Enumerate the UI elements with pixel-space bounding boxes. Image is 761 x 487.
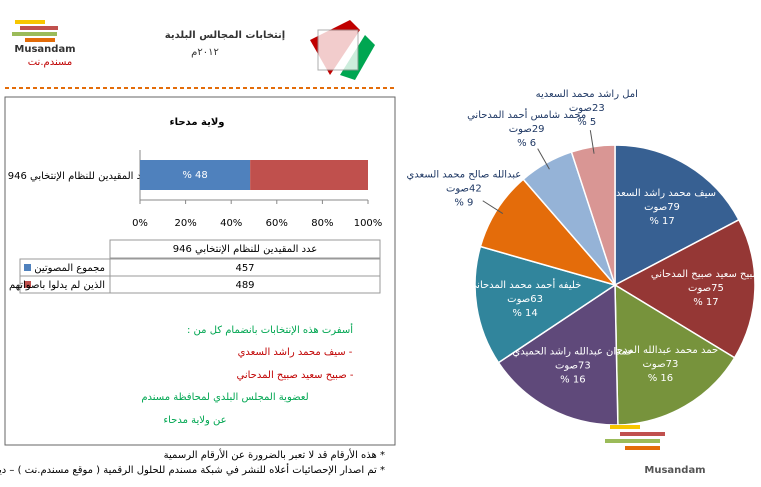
leader-line — [537, 148, 550, 170]
header-title: إنتخابات المجالس البلدية — [165, 30, 285, 41]
slice-votes: 29صوت — [509, 124, 545, 135]
pie-slice — [497, 283, 619, 426]
slice-votes: 73صوت — [555, 361, 591, 372]
leader-line — [589, 130, 595, 154]
slice-name: حمد محمد عبدالله المدحاني — [603, 345, 719, 356]
slice-percent: % 14 — [512, 308, 537, 319]
results-outro: عن ولاية مدحاء — [163, 415, 226, 426]
winner: - سيف محمد راشد السعدي — [238, 347, 353, 358]
x-tick-label: 40% — [220, 218, 242, 229]
slice-name: سيف محمد راشد السعدي — [608, 188, 716, 199]
logo-text: Musandam — [14, 44, 75, 55]
slice-votes: 73صوت — [643, 359, 679, 370]
footnote: * هذه الأرقام قد لا تعبر بالضرورة عن الأ… — [164, 448, 385, 461]
table-cell — [109, 275, 381, 294]
footnote: * تم اصدار الإحصائيات أعلاه للنشر في شبك… — [0, 463, 385, 476]
table-label: مجموع المصوتين — [34, 263, 105, 274]
slice-votes: 42صوت — [446, 184, 482, 195]
bottom-logo-text: Musandam — [644, 465, 705, 476]
slice-votes: 75صوت — [688, 283, 724, 294]
table-header: عدد المقيدين للنظام الإنتخابي 946 — [173, 244, 318, 255]
leader-line — [482, 200, 504, 214]
bar-chart: 0% 20% 40% 60% 80% 100% % 48 — [132, 150, 382, 229]
results-intro: أسفرت هذه الإنتخابات بانضمام كل من : — [187, 323, 353, 336]
slice-votes: 63صوت — [507, 294, 543, 305]
bar-segment — [140, 160, 251, 190]
logo-subtext: مسندم.نت — [28, 57, 73, 68]
table: عدد المقيدين للنظام الإنتخابي 946 مجموع ا… — [9, 239, 381, 294]
pie-slice — [614, 283, 736, 426]
pie-slice — [614, 144, 740, 287]
slice-percent: % 16 — [648, 373, 673, 384]
x-tick-label: 80% — [311, 218, 333, 229]
slice-percent: % 5 — [577, 117, 596, 128]
legend-swatch — [24, 281, 31, 288]
slice-name: حمدان عبدالله راشد الحميدي — [512, 347, 633, 358]
slice-percent: % 16 — [560, 375, 585, 386]
legend-swatch — [24, 264, 31, 271]
slice-name: صبيح سعيد صبيح المدحاني — [651, 269, 761, 280]
slice-percent: % 17 — [693, 297, 718, 308]
x-tick-label: 60% — [266, 218, 288, 229]
election-emblem — [310, 20, 375, 80]
results-outro: لعضوية المجلس البلدي لمحافظة مسندم — [141, 392, 308, 403]
bar-title: ولاية مدحاء — [169, 117, 224, 128]
table-value: 489 — [235, 280, 254, 291]
slice-name: امل راشد محمد السعديه — [536, 89, 638, 100]
slice-percent: % 6 — [517, 138, 536, 149]
pie-slice — [613, 218, 756, 359]
musandam-logo: Musandam مسندم.نت — [12, 20, 76, 68]
table-label: الذين لم يدلوا باصواتهم — [9, 280, 105, 291]
value-label: % 48 — [182, 170, 207, 181]
slice-name: خليفه أحمد محمد المدحاني — [469, 278, 582, 291]
bar-segment — [250, 160, 368, 190]
table-value: 457 — [235, 263, 254, 274]
slice-name: عبدالله صالح محمد السعدي — [406, 170, 521, 181]
bottom-logo: Musandam — [605, 425, 706, 476]
x-tick-label: 100% — [354, 218, 383, 229]
slice-votes: 23صوت — [569, 103, 605, 114]
slice-percent: % 9 — [454, 198, 473, 209]
x-tick-label: 0% — [132, 218, 148, 229]
bar-category: عدد المقيدين للنظام الإنتخابي 946 — [8, 171, 153, 182]
header-year: ٢٠١٢م — [191, 47, 219, 58]
slice-percent: % 17 — [649, 216, 674, 227]
x-tick-label: 20% — [174, 218, 196, 229]
slice-votes: 79صوت — [644, 202, 680, 213]
slice-name: محمد شامس أحمد المدحاني — [467, 108, 586, 121]
table-header-cell — [109, 239, 381, 259]
winner: - صبيح سعيد صبيح المدحاني — [237, 370, 354, 381]
pie-chart: سيف محمد راشد السعدي 79صوت % 17 صبيح سعيد ص… — [406, 89, 761, 426]
